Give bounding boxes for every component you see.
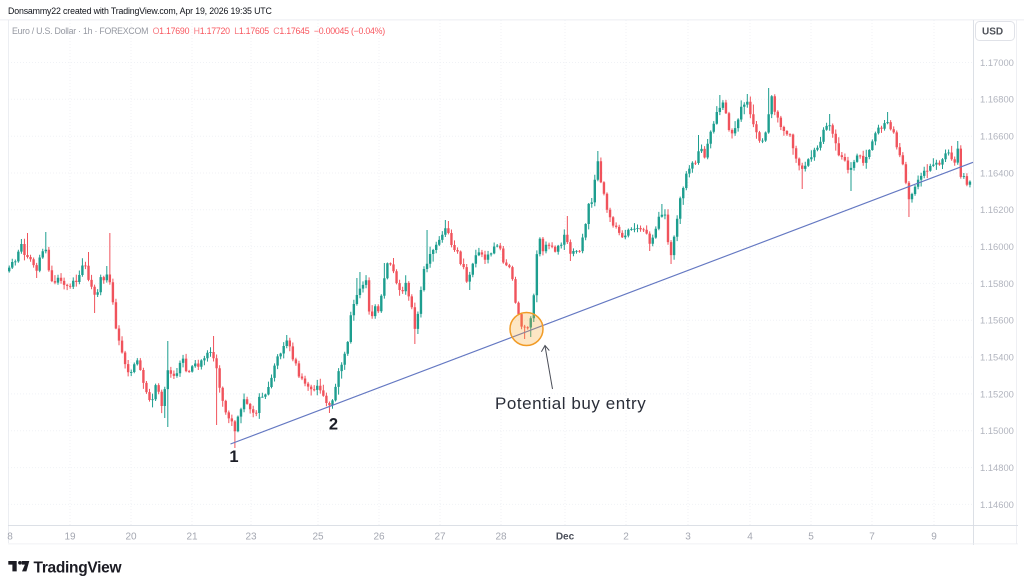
svg-text:1.16000: 1.16000 <box>980 241 1014 252</box>
svg-text:7: 7 <box>869 532 875 543</box>
svg-text:19: 19 <box>64 532 76 543</box>
svg-text:21: 21 <box>186 532 198 543</box>
svg-text:1.14600: 1.14600 <box>980 499 1014 510</box>
svg-text:1: 1 <box>229 448 238 466</box>
svg-text:26: 26 <box>373 532 385 543</box>
svg-text:2: 2 <box>329 416 338 434</box>
svg-text:1.16800: 1.16800 <box>980 94 1014 105</box>
svg-text:1.15600: 1.15600 <box>980 315 1014 326</box>
svg-text:9: 9 <box>931 532 937 543</box>
svg-text:1.15000: 1.15000 <box>980 425 1014 436</box>
svg-text:1.15400: 1.15400 <box>980 352 1014 363</box>
svg-text:1.15800: 1.15800 <box>980 278 1014 289</box>
svg-text:8: 8 <box>7 532 13 543</box>
svg-text:Potential buy entry: Potential buy entry <box>495 394 646 413</box>
svg-text:1.16200: 1.16200 <box>980 204 1014 215</box>
svg-text:20: 20 <box>125 532 137 543</box>
svg-text:1.16400: 1.16400 <box>980 167 1014 178</box>
svg-text:25: 25 <box>312 532 324 543</box>
svg-text:23: 23 <box>245 532 257 543</box>
svg-text:Dec: Dec <box>556 532 575 543</box>
svg-text:3: 3 <box>685 532 691 543</box>
svg-text:1.16600: 1.16600 <box>980 131 1014 142</box>
svg-text:1.14800: 1.14800 <box>980 462 1014 473</box>
svg-text:2: 2 <box>623 532 629 543</box>
svg-text:1.15200: 1.15200 <box>980 388 1014 399</box>
svg-text:1.17000: 1.17000 <box>980 57 1014 68</box>
svg-text:USD: USD <box>982 26 1003 37</box>
svg-text:28: 28 <box>495 532 507 543</box>
svg-text:5: 5 <box>808 532 814 543</box>
svg-text:4: 4 <box>747 532 753 543</box>
svg-text:TradingView: TradingView <box>34 560 123 577</box>
svg-text:27: 27 <box>434 532 446 543</box>
